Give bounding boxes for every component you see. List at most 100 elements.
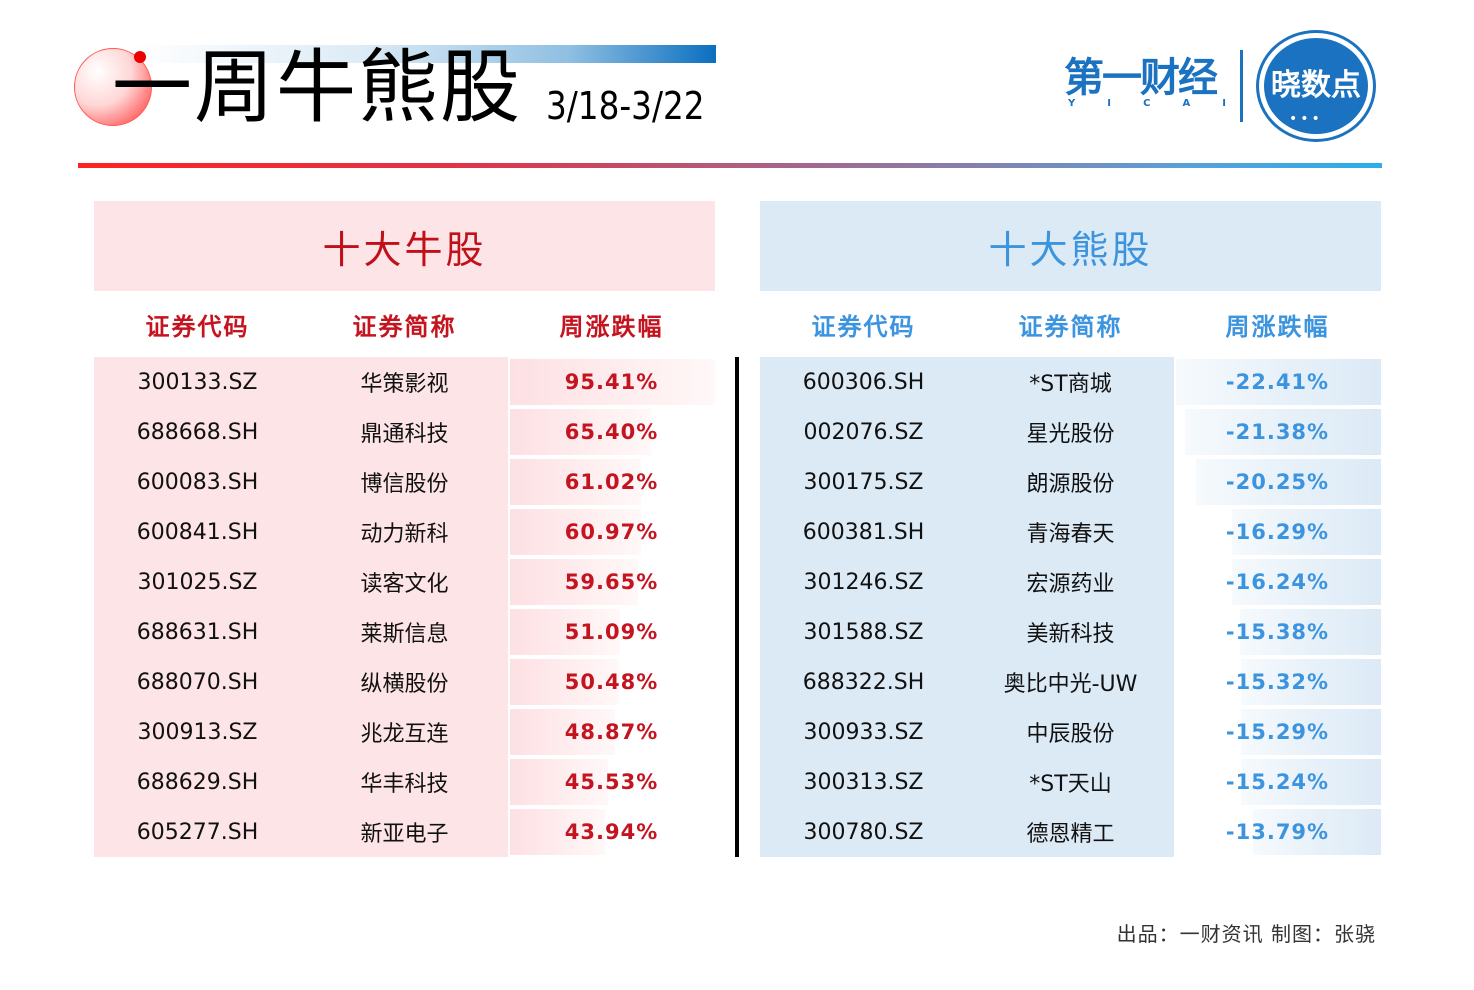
- table-row: 300913.SZ 兆龙互连 48.87%: [94, 707, 715, 757]
- change-bar: [1232, 509, 1381, 555]
- weekly-change: 43.94%: [564, 820, 659, 844]
- stock-name: 莱斯信息: [360, 622, 449, 647]
- stock-name: 美新科技: [1026, 622, 1115, 647]
- weekly-change: 65.40%: [564, 420, 659, 444]
- table-row: 688631.SH 莱斯信息 51.09%: [94, 607, 715, 657]
- brand-logo: 第一财经: [1064, 55, 1218, 101]
- stock-name: 星光股份: [1026, 422, 1115, 447]
- stock-code: 688631.SH: [136, 619, 259, 645]
- column-header-change: 周涨跌幅: [559, 312, 664, 341]
- stock-name: 奥比中光-UW: [1003, 672, 1138, 697]
- bear-column-headers: 证券代码 证券简称 周涨跌幅: [760, 291, 1381, 357]
- table-row: 605277.SH 新亚电子 43.94%: [94, 807, 715, 857]
- change-bar: [510, 509, 641, 555]
- weekly-change: 95.41%: [564, 370, 659, 394]
- stock-code: 300133.SZ: [137, 369, 258, 395]
- badge-text: 晓数点: [1264, 38, 1368, 134]
- change-bar: [1176, 359, 1381, 405]
- column-header-name: 证券简称: [352, 312, 457, 341]
- table-row: 301588.SZ 美新科技 -15.38%: [760, 607, 1381, 657]
- stock-name: 新亚电子: [360, 822, 449, 847]
- bull-panel: 十大牛股 证券代码 证券简称 周涨跌幅 300133.SZ 华策影视 95.41% …: [94, 201, 715, 857]
- change-bar: [510, 809, 605, 855]
- change-bar: [1241, 759, 1381, 805]
- table-row: 600083.SH 博信股份 61.02%: [94, 457, 715, 507]
- bear-panel-title: 十大熊股: [760, 201, 1381, 291]
- stock-code: 301246.SZ: [803, 569, 924, 595]
- stock-name: 读客文化: [360, 572, 449, 597]
- weekly-change: 48.87%: [564, 720, 659, 744]
- weekly-change: 50.48%: [564, 670, 659, 694]
- change-bar: [510, 709, 615, 755]
- stock-name: 纵横股份: [360, 672, 449, 697]
- table-row: 301025.SZ 读客文化 59.65%: [94, 557, 715, 607]
- change-bar: [1185, 409, 1381, 455]
- weekly-change: -21.38%: [1225, 420, 1330, 444]
- stock-name: 兆龙互连: [360, 722, 449, 747]
- column-header-name: 证券简称: [1018, 312, 1123, 341]
- stock-code: 605277.SH: [136, 819, 259, 845]
- weekly-change: -15.24%: [1225, 770, 1330, 794]
- brand-subtitle: Y I C A I: [1068, 98, 1226, 109]
- change-bar: [510, 559, 638, 605]
- table-row: 688629.SH 华丰科技 45.53%: [94, 757, 715, 807]
- stock-name: *ST天山: [1029, 772, 1112, 797]
- stock-code: 688322.SH: [802, 669, 925, 695]
- table-row: 002076.SZ 星光股份 -21.38%: [760, 407, 1381, 457]
- column-header-change: 周涨跌幅: [1225, 312, 1330, 341]
- weekly-change: -16.29%: [1225, 520, 1330, 544]
- footer-credit: 出品：一财资讯 制图：张骁: [1116, 922, 1376, 946]
- brand-letter: I: [1107, 98, 1112, 109]
- change-bar: [1241, 659, 1381, 705]
- weekly-change: 61.02%: [564, 470, 659, 494]
- table-row: 600381.SH 青海春天 -16.29%: [760, 507, 1381, 557]
- stock-code: 002076.SZ: [803, 419, 924, 445]
- stock-name: 青海春天: [1026, 522, 1115, 547]
- page-title: 一周牛熊股: [112, 41, 522, 134]
- change-bar: [510, 409, 651, 455]
- stock-code: 300313.SZ: [803, 769, 924, 795]
- brand-letter: I: [1222, 98, 1226, 109]
- table-row: 301246.SZ 宏源药业 -16.24%: [760, 557, 1381, 607]
- stock-code: 600083.SH: [136, 469, 259, 495]
- weekly-change: -20.25%: [1225, 470, 1330, 494]
- bull-panel-title: 十大牛股: [94, 201, 715, 291]
- stock-name: *ST商城: [1029, 372, 1112, 397]
- stock-name: 朗源股份: [1026, 472, 1115, 497]
- stock-code: 600381.SH: [802, 519, 925, 545]
- weekly-change: -15.29%: [1225, 720, 1330, 744]
- badge-dots: •••: [1289, 111, 1323, 127]
- stock-code: 301588.SZ: [803, 619, 924, 645]
- change-bar: [1241, 709, 1381, 755]
- stock-name: 宏源药业: [1026, 572, 1115, 597]
- table-row: 300133.SZ 华策影视 95.41%: [94, 357, 715, 407]
- weekly-change: -13.79%: [1225, 820, 1330, 844]
- stock-code: 688070.SH: [136, 669, 259, 695]
- table-row: 300780.SZ 德恩精工 -13.79%: [760, 807, 1381, 857]
- table-row: 300933.SZ 中辰股份 -15.29%: [760, 707, 1381, 757]
- change-bar: [510, 359, 715, 405]
- stock-code: 688668.SH: [136, 419, 259, 445]
- change-bar: [1196, 459, 1381, 505]
- table-row: 300175.SZ 朗源股份 -20.25%: [760, 457, 1381, 507]
- stock-name: 动力新科: [360, 522, 449, 547]
- weekly-change: 51.09%: [564, 620, 659, 644]
- stock-name: 华策影视: [360, 372, 449, 397]
- brand-separator: [1240, 50, 1243, 122]
- table-row: 300313.SZ *ST天山 -15.24%: [760, 757, 1381, 807]
- change-bar: [510, 759, 608, 805]
- brand-letter: C: [1143, 98, 1151, 109]
- table-row: 688668.SH 鼎通科技 65.40%: [94, 407, 715, 457]
- stock-code: 301025.SZ: [137, 569, 258, 595]
- table-row: 688322.SH 奥比中光-UW -15.32%: [760, 657, 1381, 707]
- bull-column-headers: 证券代码 证券简称 周涨跌幅: [94, 291, 715, 357]
- table-row: 600306.SH *ST商城 -22.41%: [760, 357, 1381, 407]
- weekly-change: -15.32%: [1225, 670, 1330, 694]
- stock-name: 博信股份: [360, 472, 449, 497]
- weekly-change: 59.65%: [564, 570, 659, 594]
- weekly-change: -22.41%: [1225, 370, 1330, 394]
- change-bar: [510, 609, 620, 655]
- stock-code: 300913.SZ: [137, 719, 258, 745]
- weekly-change: -16.24%: [1225, 570, 1330, 594]
- stock-code: 300780.SZ: [803, 819, 924, 845]
